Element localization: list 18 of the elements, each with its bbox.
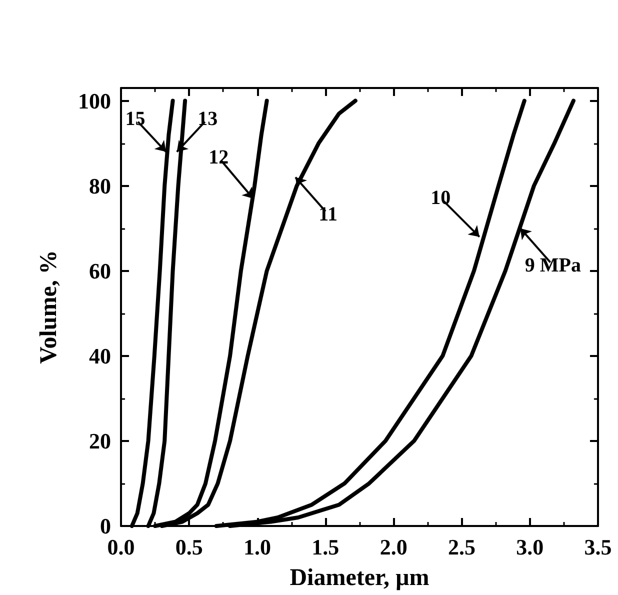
x-tick-label: 3.5 — [584, 534, 612, 560]
y-tick-label: 20 — [89, 428, 111, 454]
y-axis-title: Volume, % — [36, 250, 62, 364]
annotation: 15 — [125, 108, 146, 130]
x-tick-label: 2.5 — [448, 534, 476, 560]
x-tick-label: 3.0 — [516, 534, 544, 560]
x-tick-label: 2.0 — [380, 534, 408, 560]
annotation: 9 MPa — [524, 254, 582, 276]
y-tick-label: 60 — [89, 258, 111, 284]
x-tick-label: 0.5 — [175, 534, 203, 560]
y-tick-label: 80 — [89, 173, 111, 198]
x-axis-title: Diameter, µm — [290, 565, 430, 591]
annotation: 12 — [208, 146, 229, 169]
y-tick-label: 100 — [78, 88, 111, 114]
annotation: 10 — [430, 187, 451, 210]
x-tick-label: 1.5 — [312, 534, 340, 560]
x-tick-label: 1.0 — [244, 534, 272, 560]
y-tick-label: 40 — [89, 343, 111, 368]
